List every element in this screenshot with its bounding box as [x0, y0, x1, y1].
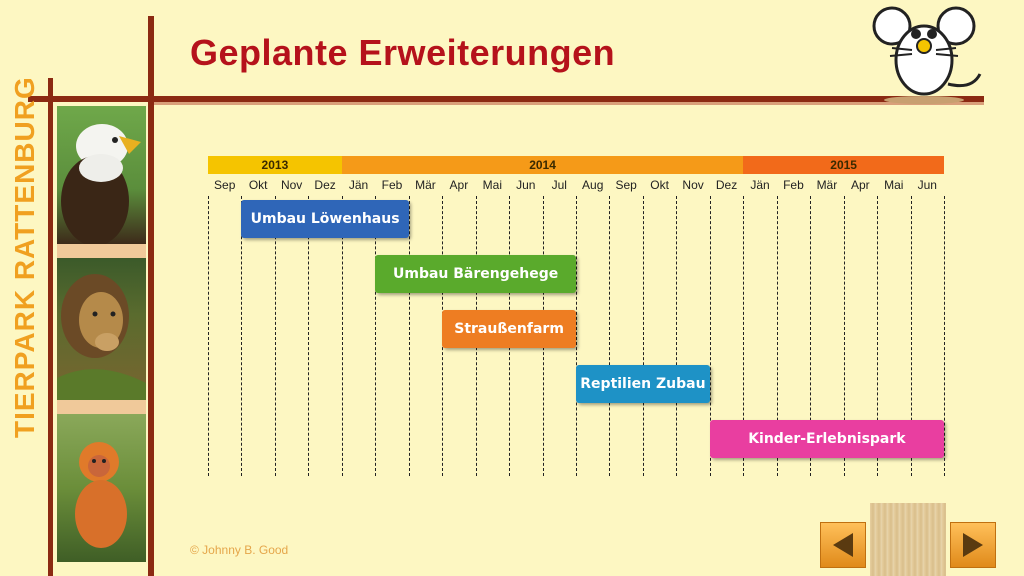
photo-divider	[57, 244, 146, 258]
month-label: Jul	[551, 178, 567, 192]
monkey-photo	[57, 414, 146, 562]
month-label: Apr	[449, 178, 469, 192]
month-gridline	[241, 196, 242, 476]
month-gridline	[409, 196, 410, 476]
monkey-illustration	[75, 442, 127, 548]
month-label: Mai	[482, 178, 503, 192]
month-label: Dez	[314, 178, 336, 192]
month-gridline	[576, 196, 577, 476]
eagle-photo	[57, 106, 146, 244]
mouse-mascot-icon	[862, 4, 986, 104]
month-gridline	[676, 196, 677, 476]
month-gridline	[743, 196, 744, 476]
month-label: Feb	[381, 178, 403, 192]
frame-horizontal-line	[28, 96, 984, 102]
home-tile[interactable]	[870, 503, 946, 576]
gantt-chart: 2013 2014 2015 Sep Okt Nov Dez Jän Feb Mär Apr Mai J…	[208, 156, 945, 476]
month-gridline	[944, 196, 945, 476]
month-label: Nov	[280, 178, 303, 192]
gantt-task-bar: Umbau Bärengehege	[375, 255, 576, 293]
month-label: Apr	[851, 178, 870, 192]
month-gridline	[308, 196, 309, 476]
frame-vertical-line	[148, 16, 154, 576]
month-gridline	[710, 196, 711, 476]
year-header: 2015	[743, 156, 944, 174]
month-label: Mär	[816, 178, 838, 192]
left-triangle-icon	[833, 533, 853, 557]
month-gridline	[208, 196, 209, 476]
month-gridline	[609, 196, 610, 476]
gantt-task-bar: Umbau Löwenhaus	[241, 200, 409, 238]
month-gridline	[777, 196, 778, 476]
month-gridline	[810, 196, 811, 476]
month-gridline	[275, 196, 276, 476]
month-gridline	[844, 196, 845, 476]
gantt-task-bar: Reptilien Zubau	[576, 365, 710, 403]
month-label: Sep	[615, 178, 637, 192]
next-slide-button[interactable]	[950, 522, 996, 568]
month-label: Sep	[214, 178, 236, 192]
month-label: Mär	[415, 178, 436, 192]
month-label: Aug	[582, 178, 604, 192]
year-header: 2013	[208, 156, 342, 174]
gantt-task-bar: Straußenfarm	[442, 310, 576, 348]
right-triangle-icon	[963, 533, 983, 557]
page-title: Geplante Erweiterungen	[190, 32, 616, 73]
frame-line-shadow	[154, 102, 984, 105]
month-label: Jun	[917, 178, 937, 192]
month-label: Jän	[750, 178, 770, 192]
month-label: Dez	[715, 178, 738, 192]
month-gridline	[911, 196, 912, 476]
brand-label: TIERPARK RATTENBURG	[9, 76, 40, 438]
month-gridline	[342, 196, 343, 476]
photo-divider	[57, 400, 146, 414]
year-header: 2014	[341, 156, 744, 174]
month-label: Feb	[783, 178, 804, 192]
month-label: Okt	[248, 178, 268, 192]
gantt-task-bar: Kinder-Erlebnispark	[709, 420, 944, 458]
lion-photo	[57, 258, 146, 400]
month-gridline	[375, 196, 376, 476]
month-label: Mai	[884, 178, 904, 192]
eagle-illustration	[61, 124, 141, 244]
month-label: Nov	[682, 178, 704, 192]
month-gridline	[877, 196, 878, 476]
copyright-notice: © Johnny B. Good	[190, 543, 289, 557]
month-label: Okt	[650, 178, 669, 192]
month-label: Jän	[348, 178, 369, 192]
previous-slide-button[interactable]	[820, 522, 866, 568]
month-label: Jun	[516, 178, 536, 192]
frame-left-line	[48, 78, 53, 576]
month-gridline	[643, 196, 644, 476]
lion-illustration	[57, 274, 146, 400]
